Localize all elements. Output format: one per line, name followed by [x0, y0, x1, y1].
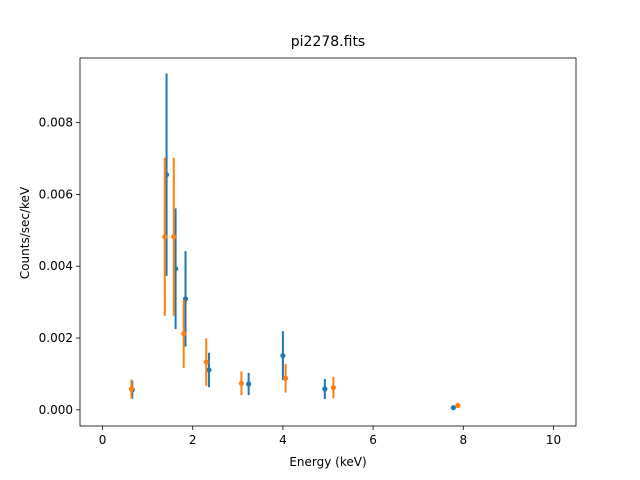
data-point: [283, 375, 289, 381]
y-tick-label: 0.006: [39, 187, 73, 201]
data-points: [128, 73, 461, 411]
y-tick-label: 0.008: [39, 116, 73, 130]
x-tick-label: 8: [459, 433, 467, 447]
y-tick-label: 0.000: [39, 403, 73, 417]
y-axis: 0.000 0.002 0.004 0.006 0.008: [39, 116, 80, 417]
data-point: [246, 381, 252, 387]
x-tick-label: 6: [369, 433, 377, 447]
data-point: [238, 380, 245, 386]
x-axis-label: Energy (keV): [289, 455, 367, 469]
data-point: [322, 386, 328, 392]
series-series-1: [129, 73, 456, 411]
chart-title: pi2278.fits: [290, 34, 366, 50]
data-point: [206, 367, 212, 373]
data-point: [330, 384, 337, 391]
y-tick-label: 0.002: [39, 331, 73, 345]
y-tick-label: 0.004: [39, 259, 73, 273]
x-tick-label: 2: [189, 433, 197, 447]
data-point: [280, 353, 286, 359]
data-point: [128, 386, 135, 392]
series-series-2: [128, 157, 461, 409]
data-point: [203, 359, 209, 365]
x-axis: 0 2 4 6 8 10: [99, 426, 561, 447]
data-point: [162, 234, 168, 240]
y-axis-label: Counts/sec/keV: [18, 186, 32, 280]
x-tick-label: 4: [279, 433, 287, 447]
data-point: [450, 405, 456, 411]
x-tick-label: 10: [546, 433, 561, 447]
data-point: [455, 402, 461, 409]
data-point: [171, 234, 177, 240]
x-tick-label: 0: [99, 433, 107, 447]
axes-frame: [79, 57, 577, 427]
data-point: [181, 331, 187, 337]
